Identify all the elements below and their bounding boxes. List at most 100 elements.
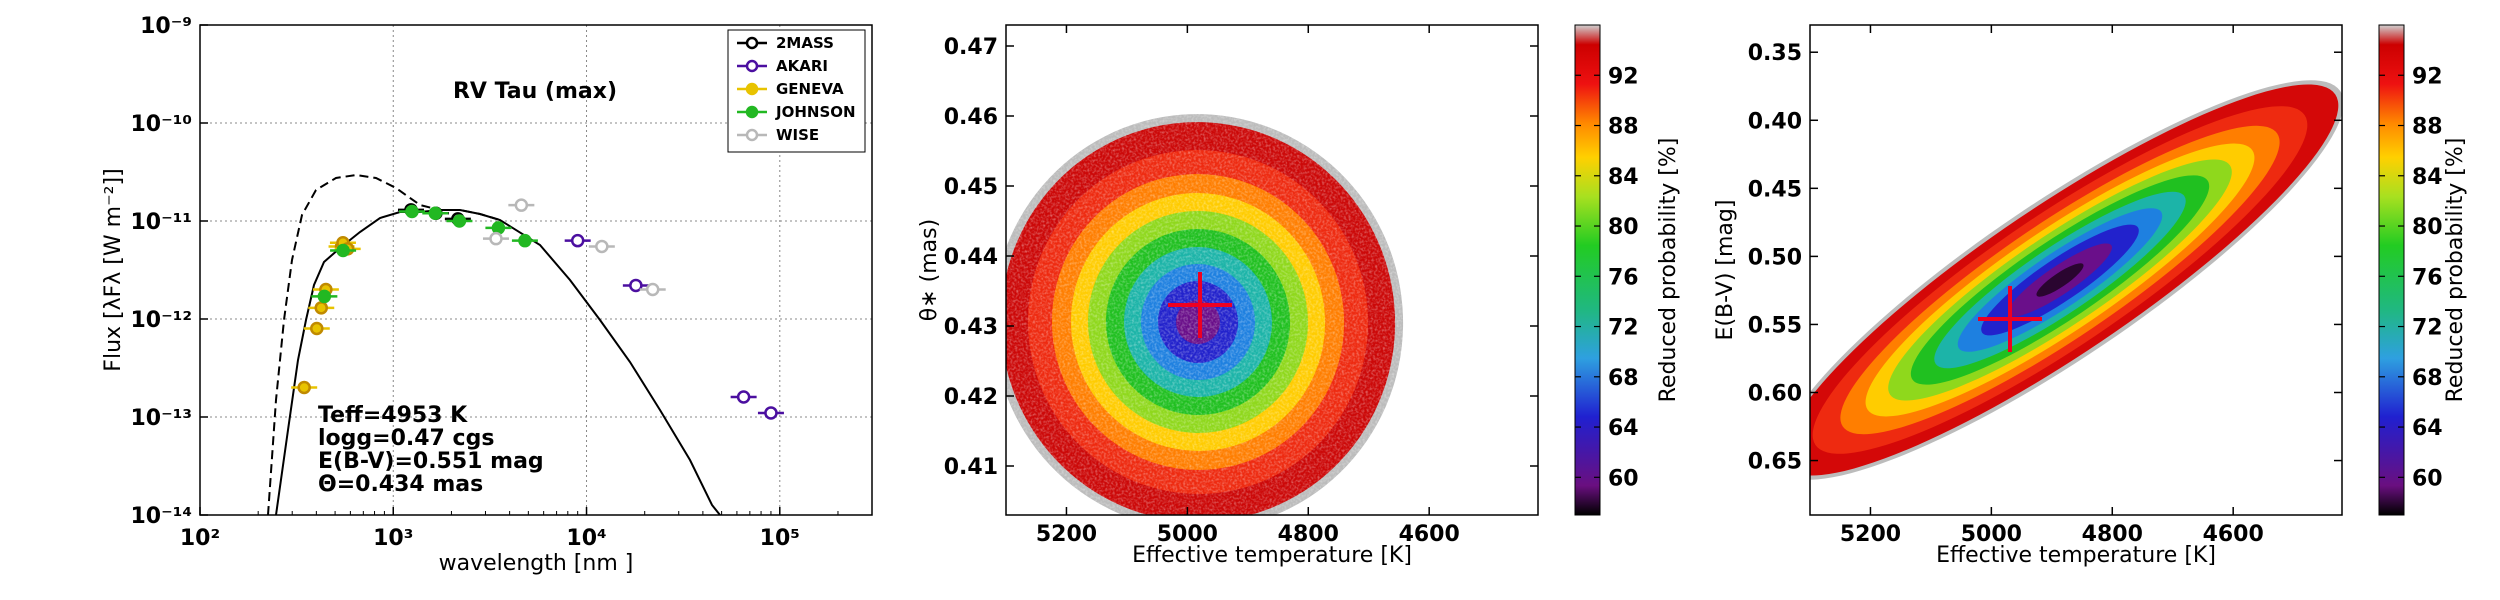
legend-swatch-marker	[745, 59, 759, 73]
colorbar-tick-label: 72	[2412, 316, 2443, 341]
sed-legend: 2MASS AKARI GENEVA JOHNSON WISE	[727, 29, 866, 153]
sed-panel: 10² 10³ 10⁴ 10⁵ 10⁻¹⁴ 10⁻¹³ 10⁻¹² 10⁻¹¹ 10⁻¹⁰ 10⁻…	[101, 14, 873, 576]
colorbar-tick-label: 92	[2412, 64, 2443, 89]
theta-colorbar-label: Reduced probability [%]	[1656, 138, 1681, 403]
ebv-panel: 5200 5000 4800 4600 0.35 0.40 0.45 0.50 0.55 0.60…	[1713, 24, 2468, 568]
legend-swatch-marker	[745, 128, 759, 142]
sed-ytick-label: 10⁻¹²	[131, 308, 193, 333]
legend-label: 2MASS	[776, 34, 834, 52]
theta-colorbar-ticks: 60 64 68 72 76 80 84 88 92	[1575, 64, 1639, 491]
xtick-label: 4800	[2082, 522, 2143, 547]
sed-data-point	[595, 239, 609, 254]
sed-data-points	[291, 198, 784, 420]
ytick-label: 0.60	[1748, 382, 1802, 407]
sed-axes: 10² 10³ 10⁴ 10⁵ 10⁻¹⁴ 10⁻¹³ 10⁻¹² 10⁻¹¹ 10⁻¹⁰ 10⁻…	[131, 14, 873, 551]
sed-ytick-label: 10⁻¹¹	[131, 210, 193, 235]
legend-swatch-marker	[745, 82, 759, 96]
sed-data-point	[336, 243, 350, 258]
sed-ytick-label: 10⁻¹⁴	[131, 504, 193, 529]
sed-data-point	[764, 406, 778, 420]
xtick-label: 4600	[1399, 522, 1460, 547]
colorbar-tick-label: 68	[2412, 366, 2443, 391]
colorbar-tick-label: 80	[2412, 215, 2443, 240]
sed-data-point	[317, 289, 332, 304]
colorbar-tick-label: 84	[1608, 165, 1639, 190]
legend-label: GENEVA	[776, 80, 844, 98]
colorbar-tick-label: 84	[2412, 165, 2443, 190]
annotation-teff: Teff=4953 K	[318, 403, 468, 428]
ytick-label: 0.35	[1748, 41, 1802, 66]
ebv-xlabel: Effective temperature [K]	[1936, 543, 2216, 568]
theta-ylabel: θ∗ (mas)	[917, 219, 942, 321]
ebv-ylabel: E(B-V) [mag]	[1713, 200, 1738, 341]
sed-data-point	[452, 214, 467, 228]
xtick-label: 4600	[2203, 522, 2264, 547]
colorbar-tick-label: 88	[1608, 115, 1639, 140]
ytick-label: 0.47	[944, 35, 998, 60]
ytick-label: 0.46	[944, 105, 998, 130]
sed-data-point	[518, 233, 532, 248]
colorbar-tick-label: 76	[1608, 265, 1639, 290]
ytick-label: 0.50	[1748, 245, 1802, 270]
theta-plot-frame	[1005, 24, 1539, 516]
colorbar-tick-label: 92	[1608, 64, 1639, 89]
theta-axes: 5200 5000 4800 4600 0.41 0.42 0.43 0.44 0.45 0.46…	[944, 25, 1538, 547]
ebv-axes: 5200 5000 4800 4600 0.35 0.40 0.45 0.50 0.55 0.60…	[1748, 25, 2342, 547]
sed-data-point	[645, 282, 660, 297]
ytick-label: 0.43	[944, 315, 998, 340]
xtick-label: 5200	[1036, 522, 1097, 547]
sed-plot-frame	[199, 24, 873, 516]
sed-ytick-label: 10⁻¹³	[131, 406, 193, 431]
sed-xtick-label: 10⁵	[760, 526, 800, 551]
model-sed-unreddened	[267, 173, 501, 515]
sed-data-point	[491, 221, 506, 235]
xtick-label: 5000	[1961, 522, 2022, 547]
sed-data-point	[310, 321, 324, 336]
ebv-best-fit-marker	[1978, 286, 2042, 352]
xtick-label: 5200	[1840, 522, 1901, 547]
colorbar-tick-label: 64	[2412, 416, 2443, 441]
ytick-label: 0.45	[1748, 177, 1802, 202]
colorbar-tick-label: 68	[1608, 366, 1639, 391]
colorbar-tick-label: 64	[1608, 416, 1639, 441]
sed-data-point	[297, 380, 311, 395]
legend-label: WISE	[776, 126, 819, 144]
sed-ytick-label: 10⁻⁹	[140, 14, 192, 39]
ebv-colorbar	[2378, 24, 2405, 516]
sed-data-point	[629, 278, 643, 293]
sed-data-point	[570, 233, 585, 248]
colorbar-tick-label: 76	[2412, 265, 2443, 290]
ebv-colorbar-ticks: 60 64 68 72 76 80 84 88 92	[2379, 64, 2443, 491]
sed-annotation: Teff=4953 K logg=0.47 cgs E(B-V)=0.551 m…	[318, 403, 544, 497]
legend-swatch-marker	[745, 105, 759, 119]
sed-title: RV Tau (max)	[453, 79, 617, 104]
cloud-level-11	[2036, 263, 2084, 297]
annotation-ebv: E(B-V)=0.551 mag	[318, 449, 544, 474]
sed-data-point	[314, 301, 328, 315]
ebv-probability-cloud	[1810, 80, 2342, 480]
ytick-label: 0.42	[944, 385, 998, 410]
sed-data-point	[489, 231, 503, 246]
colorbar-tick-label: 60	[2412, 466, 2443, 491]
ytick-label: 0.55	[1748, 313, 1802, 338]
theta-best-fit-marker	[1168, 272, 1232, 338]
sed-data-point	[428, 206, 443, 220]
sed-ylabel: Flux [λFλ [W m⁻²]]	[101, 168, 126, 371]
sed-data-point	[514, 198, 529, 212]
ytick-label: 0.45	[944, 175, 998, 200]
xtick-label: 4800	[1278, 522, 1339, 547]
colorbar-tick-label: 72	[1608, 316, 1639, 341]
colorbar-tick-label: 88	[2412, 115, 2443, 140]
sed-ytick-label: 10⁻¹⁰	[131, 112, 193, 137]
legend-label: JOHNSON	[775, 103, 856, 121]
ebv-colorbar-label: Reduced probability [%]	[2443, 138, 2468, 403]
sed-xtick-label: 10⁴	[566, 526, 606, 551]
sed-xtick-label: 10²	[180, 526, 220, 551]
annotation-theta: Θ=0.434 mas	[318, 472, 483, 497]
ytick-label: 0.44	[944, 245, 998, 270]
ytick-label: 0.40	[1748, 109, 1802, 134]
annotation-logg: logg=0.47 cgs	[318, 426, 494, 451]
ebv-plot-frame	[1809, 24, 2343, 516]
sed-data-point	[405, 204, 419, 219]
